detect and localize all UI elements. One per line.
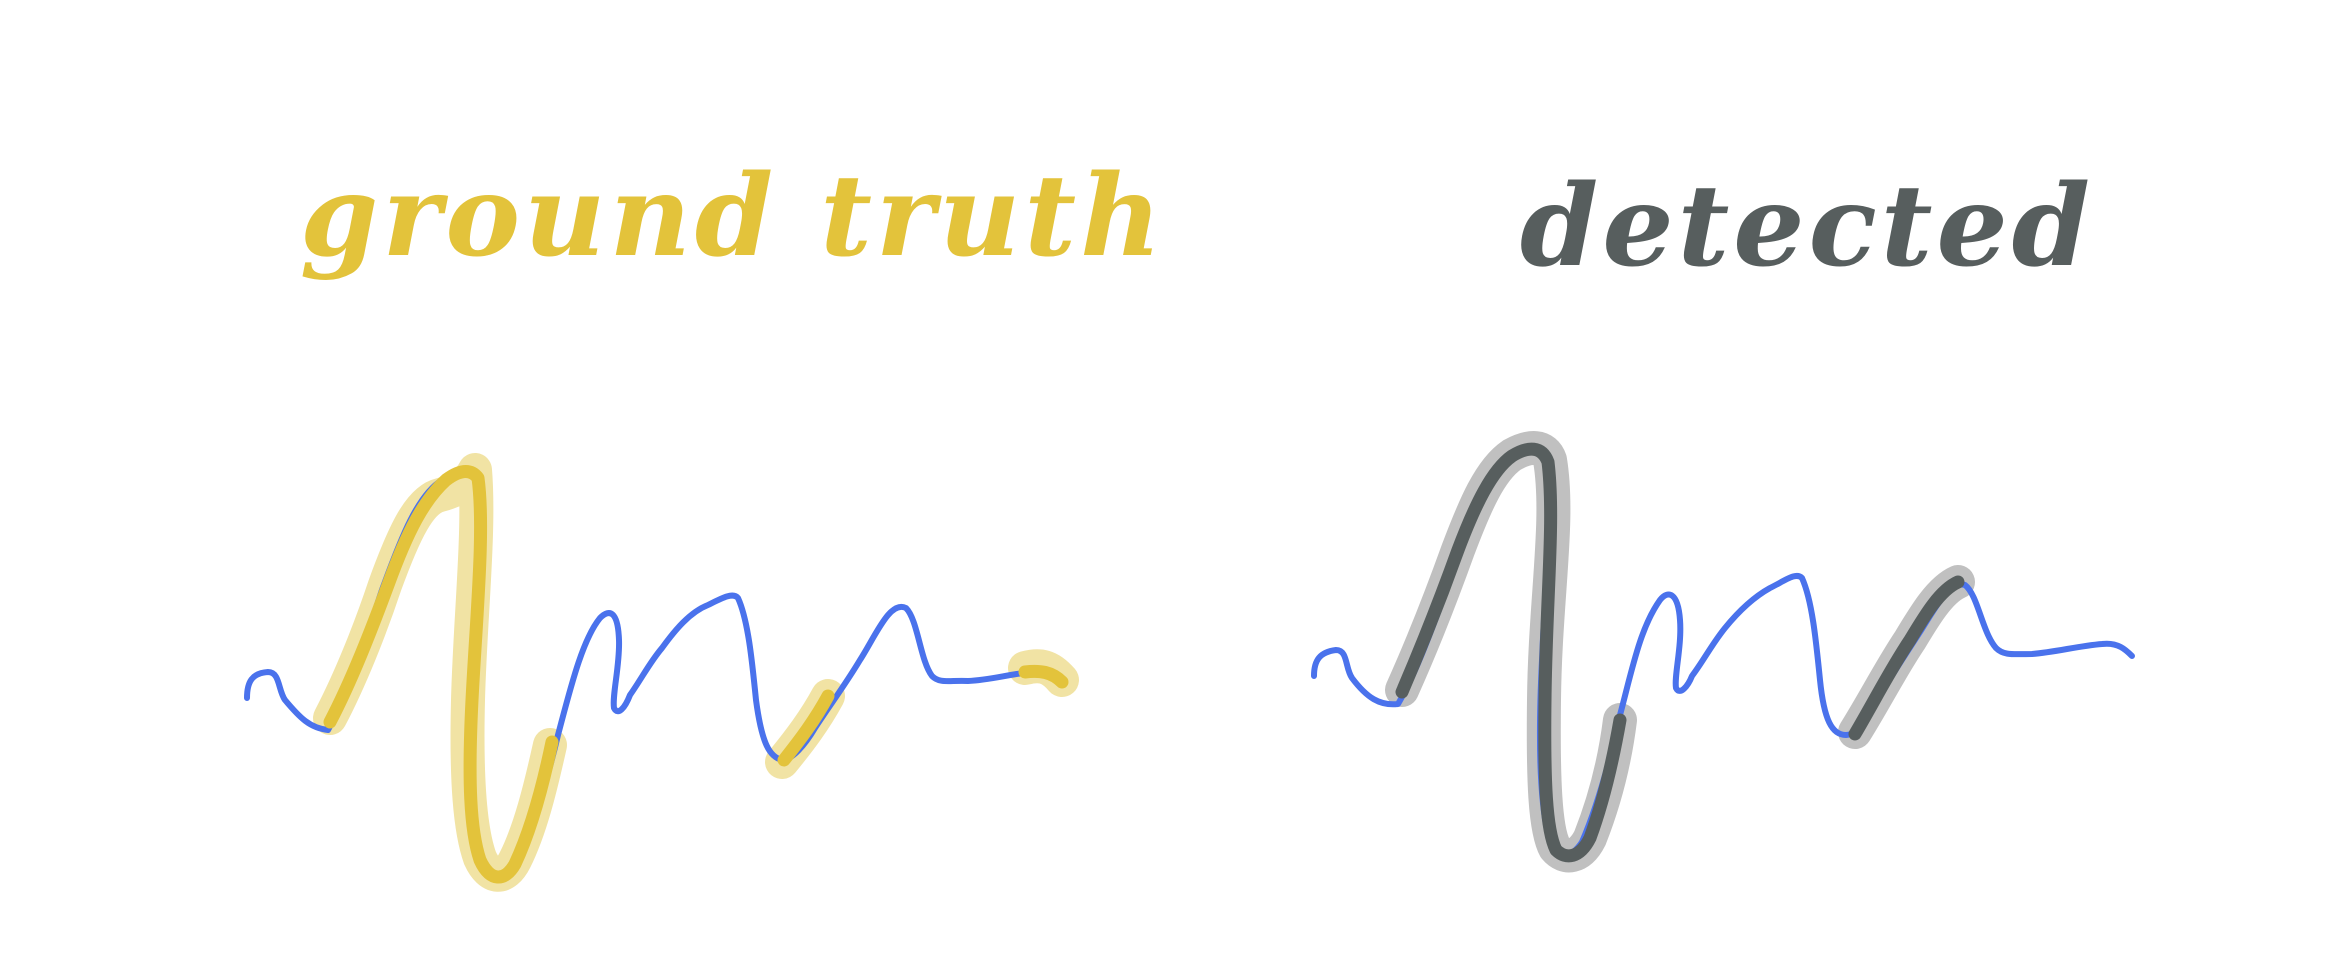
detected-segment-1 [1395,442,1627,863]
ground-truth-panel: ground truth [244,151,1166,892]
detected-halo-1 [1385,431,1637,873]
detected-signal [1311,447,2135,858]
detected-segment-2 [1848,575,1965,741]
detected-title: detected [1520,161,2094,292]
ground-truth-segment-2 [777,689,835,767]
ground-truth-segment-1 [323,465,559,884]
detected-panel: detected [1311,161,2135,873]
ground-truth-title: ground truth [300,151,1166,282]
ground-truth-halo-1 [313,453,567,892]
ground-truth-segment-3 [1018,664,1069,689]
